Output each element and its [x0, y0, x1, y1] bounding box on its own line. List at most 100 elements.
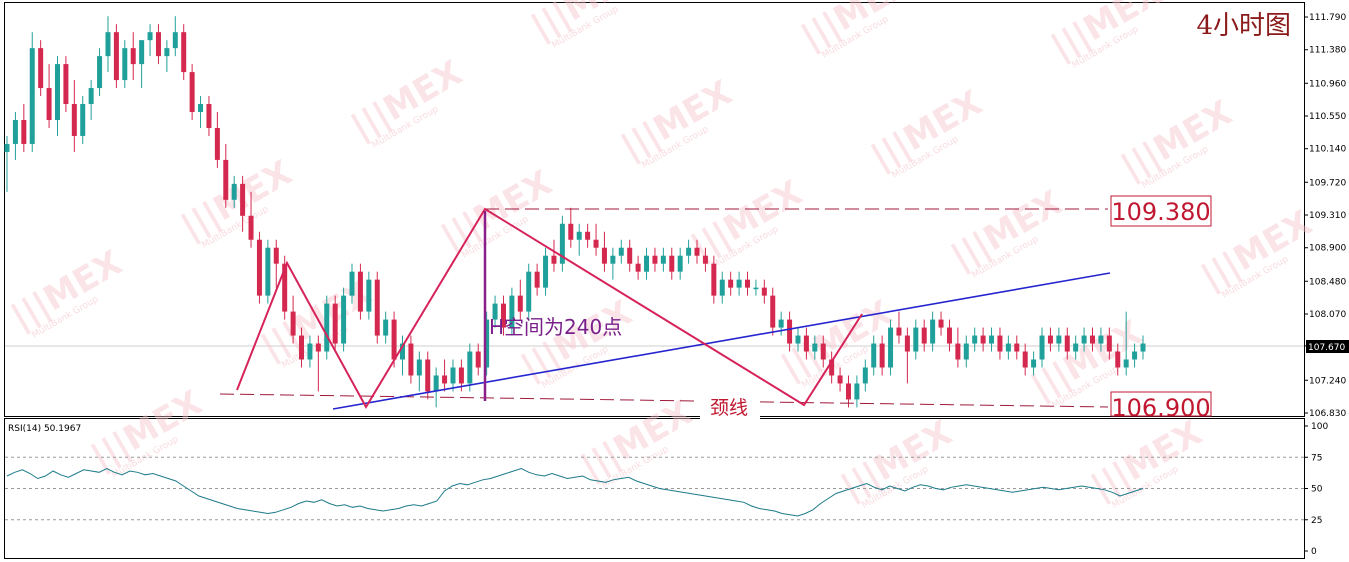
candle [265, 239, 271, 304]
candle [896, 311, 902, 344]
candle [778, 311, 784, 336]
candle [694, 239, 700, 264]
price-tick-label: 109.310 [1309, 211, 1346, 221]
candle [644, 247, 650, 280]
candle [1056, 327, 1062, 352]
price-tick-label: 110.550 [1309, 112, 1346, 122]
candle [761, 279, 767, 304]
candle [526, 263, 532, 320]
candle [147, 24, 153, 57]
neckline-label-bg [700, 395, 760, 419]
candle [879, 335, 885, 376]
candle [601, 231, 607, 272]
candle [1115, 343, 1121, 376]
candle [433, 367, 439, 408]
candle [105, 16, 111, 73]
candle [29, 32, 35, 152]
candle [467, 343, 473, 392]
candle [812, 335, 818, 360]
price-tick-label: 111.790 [1309, 13, 1346, 23]
candle [492, 295, 498, 328]
rsi-tick-label: 100 [1311, 422, 1328, 432]
candle [97, 48, 103, 97]
price-tick-label: 110.140 [1309, 145, 1346, 155]
candle [803, 327, 809, 360]
candle [989, 327, 995, 352]
candle [256, 231, 262, 304]
candle [475, 343, 481, 376]
candle [273, 239, 279, 288]
candle [955, 327, 961, 368]
price-tick-label: 106.830 [1309, 409, 1346, 419]
resistance-level-box: 109.380 [1110, 195, 1212, 227]
candle [71, 80, 77, 152]
candle [21, 104, 27, 152]
candle [357, 263, 363, 320]
candle [888, 319, 894, 376]
candle [551, 239, 557, 272]
candle [509, 287, 515, 336]
candle [324, 295, 330, 360]
candle [593, 223, 599, 256]
candle [534, 263, 540, 296]
candle [745, 271, 751, 296]
candle [845, 375, 851, 408]
measure-annotation: H空间为240点 [489, 315, 622, 339]
candle [416, 351, 422, 392]
candle [500, 295, 506, 336]
candle [139, 40, 145, 89]
candle [341, 287, 347, 352]
candle [450, 359, 456, 392]
chart-title: 4小时图 [1196, 11, 1291, 41]
candle [214, 112, 220, 168]
candle [155, 24, 161, 65]
candle [963, 335, 969, 368]
candle [80, 96, 86, 144]
candle [231, 175, 237, 208]
candle [787, 311, 793, 352]
candle [1098, 327, 1104, 352]
candle [374, 271, 380, 344]
candle [46, 64, 52, 128]
price-tick-label: 108.900 [1309, 244, 1346, 254]
neckline-level-box: 106.900 [1110, 391, 1212, 422]
candle [425, 351, 431, 400]
rsi-tick-label: 25 [1311, 516, 1322, 526]
current-price-label: 107.670 [1308, 343, 1345, 353]
candle [38, 40, 44, 97]
candle [206, 96, 212, 136]
rsi-axis: 100 75 50 25 0 [1304, 422, 1328, 557]
support-dashed-line [219, 393, 1109, 408]
candle [795, 327, 801, 352]
current-price-badge [1306, 340, 1349, 353]
candle [181, 24, 187, 81]
candle [399, 335, 405, 376]
candle [753, 279, 759, 296]
candle [113, 24, 119, 89]
candle [585, 223, 591, 248]
rsi-line [6, 467, 1144, 517]
neckline-level-label: 106.900 [1111, 394, 1210, 422]
candle [1014, 335, 1020, 360]
candle [559, 215, 565, 272]
candle [1140, 335, 1146, 360]
candle [660, 247, 666, 272]
candle [130, 32, 136, 81]
candle [618, 239, 624, 264]
candle [442, 359, 448, 392]
candle [627, 239, 633, 272]
candle [299, 327, 305, 368]
candle [820, 335, 826, 368]
candle [921, 319, 927, 352]
w-pattern-zigzag [236, 207, 863, 410]
candle [610, 247, 616, 280]
candle [568, 207, 574, 248]
candle [366, 271, 372, 320]
candle [1031, 351, 1037, 376]
candle [938, 311, 944, 336]
candle [349, 263, 355, 304]
price-tick-label: 109.720 [1309, 178, 1346, 188]
candle [904, 327, 910, 384]
candle [1022, 343, 1028, 376]
candle [517, 279, 523, 320]
